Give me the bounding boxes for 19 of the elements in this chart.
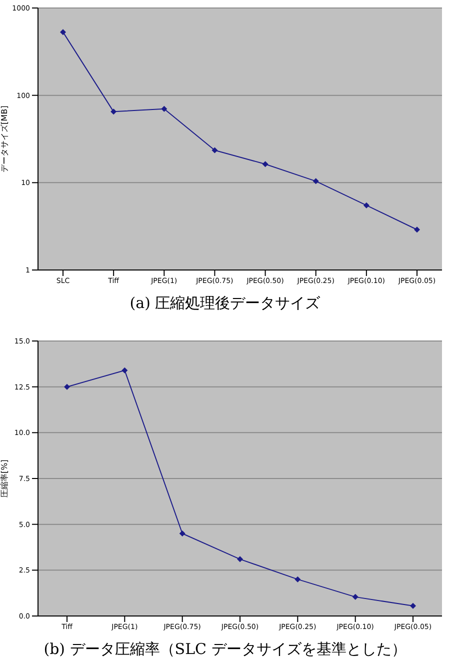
y-axis-title: データサイズ[MB] xyxy=(0,106,9,172)
point xyxy=(262,161,268,168)
point xyxy=(122,367,128,374)
point xyxy=(212,147,218,154)
point xyxy=(60,29,66,36)
text: (a) 圧縮処理後データサイズ xyxy=(128,294,322,313)
point xyxy=(294,576,301,582)
point xyxy=(363,202,370,208)
y-axis-title: 圧縮率[%] xyxy=(0,460,9,498)
text: (b) データ圧縮率（SLC データサイズを基準とした） xyxy=(42,640,408,658)
point xyxy=(110,108,117,115)
point xyxy=(237,556,243,562)
point xyxy=(352,594,358,600)
point xyxy=(179,530,186,536)
point xyxy=(64,384,70,390)
point xyxy=(312,178,319,184)
point xyxy=(410,602,416,609)
point xyxy=(161,106,168,112)
point xyxy=(414,226,420,233)
